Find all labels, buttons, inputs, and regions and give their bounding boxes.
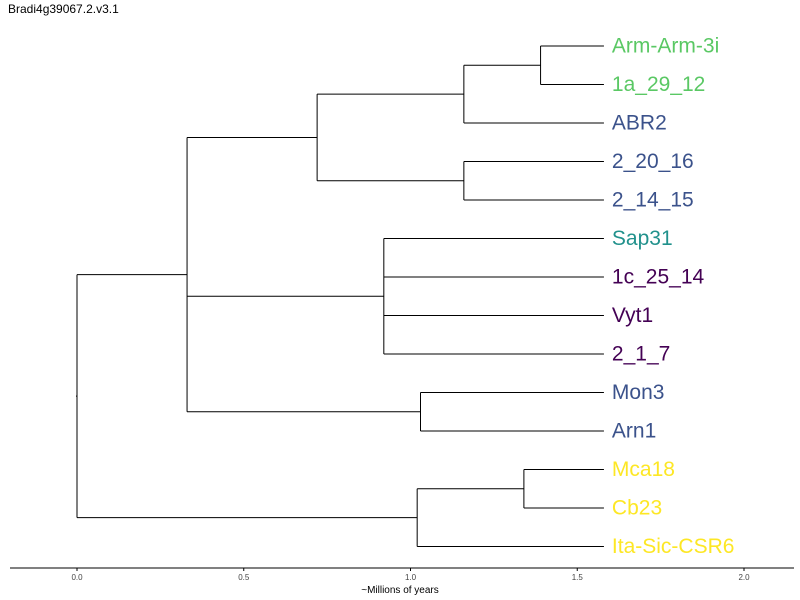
x-axis-label: ~Millions of years xyxy=(361,585,439,596)
x-tick-label: 2.0 xyxy=(738,573,750,582)
leaf-labels: Arm-Arm-3i 1a_29_12 ABR2 2_20_16 2_14_15 Sap3… xyxy=(612,35,735,559)
leaf-label: ABR2 xyxy=(612,112,667,135)
x-tick-label: 1.0 xyxy=(405,573,417,582)
page-title: Bradi4g39067.2.v3.1 xyxy=(8,2,119,16)
leaf-label: 2_14_15 xyxy=(612,189,694,212)
x-tick-label: 1.5 xyxy=(572,573,584,582)
tree-branches xyxy=(76,45,604,547)
x-axis: 0.0 0.5 1.0 1.5 2.0 ~Millions of years xyxy=(10,567,794,596)
leaf-label: 2_20_16 xyxy=(612,150,694,173)
leaf-label: 2_1_7 xyxy=(612,343,670,366)
leaf-label: 1c_25_14 xyxy=(612,266,705,289)
leaf-label: Vyt1 xyxy=(612,304,653,327)
leaf-label: Arm-Arm-3i xyxy=(612,35,719,58)
leaf-label: Sap31 xyxy=(612,227,673,250)
x-tick-label: 0.5 xyxy=(238,573,250,582)
leaf-label: Mon3 xyxy=(612,381,665,404)
x-axis-ticks: 0.0 0.5 1.0 1.5 2.0 xyxy=(71,568,750,582)
x-tick-label: 0.0 xyxy=(71,573,83,582)
leaf-label: Arn1 xyxy=(612,420,656,443)
leaf-label: Ita-Sic-CSR6 xyxy=(612,535,735,558)
leaf-label: Cb23 xyxy=(612,497,662,520)
leaf-label: 1a_29_12 xyxy=(612,73,705,96)
leaf-label: Mca18 xyxy=(612,458,675,481)
